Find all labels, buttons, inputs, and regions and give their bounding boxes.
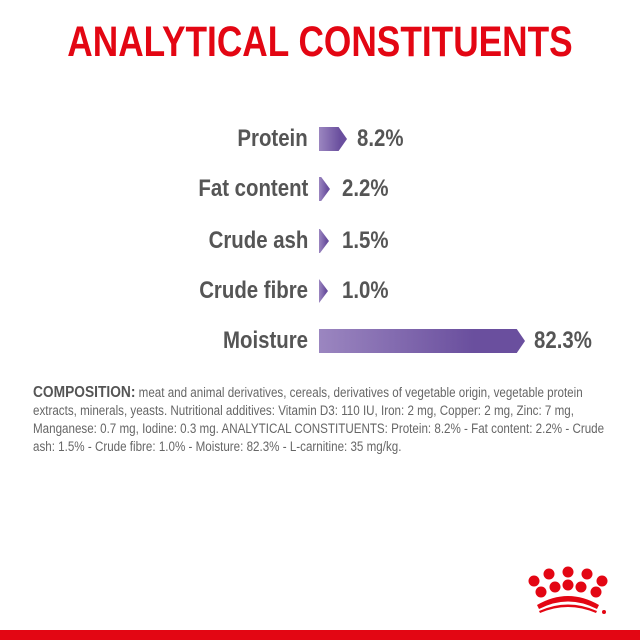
- row-value: 82.3%: [534, 327, 592, 354]
- row-label: Moisture: [222, 327, 308, 354]
- row-value: 1.0%: [342, 277, 389, 304]
- composition-heading: COMPOSITION:: [33, 384, 136, 401]
- bar: [319, 229, 329, 253]
- footer-bar: [0, 630, 640, 640]
- row-value: 2.2%: [342, 175, 389, 202]
- chart-row-crude-ash: Crude ash 1.5%: [0, 226, 640, 256]
- chart-row-protein: Protein 8.2%: [0, 124, 640, 154]
- bar: [319, 329, 525, 353]
- page-title: ANALYTICAL CONSTITUENTS: [67, 18, 573, 66]
- row-label: Protein: [237, 125, 308, 152]
- row-value: 8.2%: [357, 125, 404, 152]
- row-value: 1.5%: [342, 227, 389, 254]
- bar: [319, 127, 347, 151]
- bar: [319, 279, 328, 303]
- row-label: Crude ash: [208, 227, 308, 254]
- chart-row-crude-fibre: Crude fibre 1.0%: [0, 276, 640, 306]
- crown-logo-icon: [528, 566, 608, 614]
- composition-text: COMPOSITION: meat and animal derivatives…: [33, 384, 623, 456]
- row-label: Fat content: [198, 175, 308, 202]
- row-label: Crude fibre: [199, 277, 308, 304]
- chart-row-fat-content: Fat content 2.2%: [0, 174, 640, 204]
- chart-row-moisture: Moisture 82.3%: [0, 326, 640, 356]
- bar: [319, 177, 330, 201]
- composition-body: meat and animal derivatives, cereals, de…: [33, 385, 605, 454]
